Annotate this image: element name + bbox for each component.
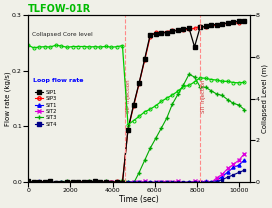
Y-axis label: Flow rate (kg/s): Flow rate (kg/s) [4, 71, 11, 126]
Y-axis label: Collapsed Level (m): Collapsed Level (m) [261, 64, 268, 133]
X-axis label: Time (sec): Time (sec) [119, 195, 159, 204]
Text: TLFOW-01R: TLFOW-01R [28, 4, 91, 14]
Text: Loop flow rate: Loop flow rate [33, 78, 83, 83]
Legend: SIP1, SIP3, SIT1, SIT2, SIT3, SIT4: SIP1, SIP3, SIT1, SIT2, SIT3, SIT4 [33, 88, 59, 129]
Text: Collapsed Core level: Collapsed Core level [32, 32, 93, 37]
Text: SIT injection: SIT injection [201, 79, 206, 113]
Text: SIP Injection: SIP Injection [126, 79, 131, 113]
